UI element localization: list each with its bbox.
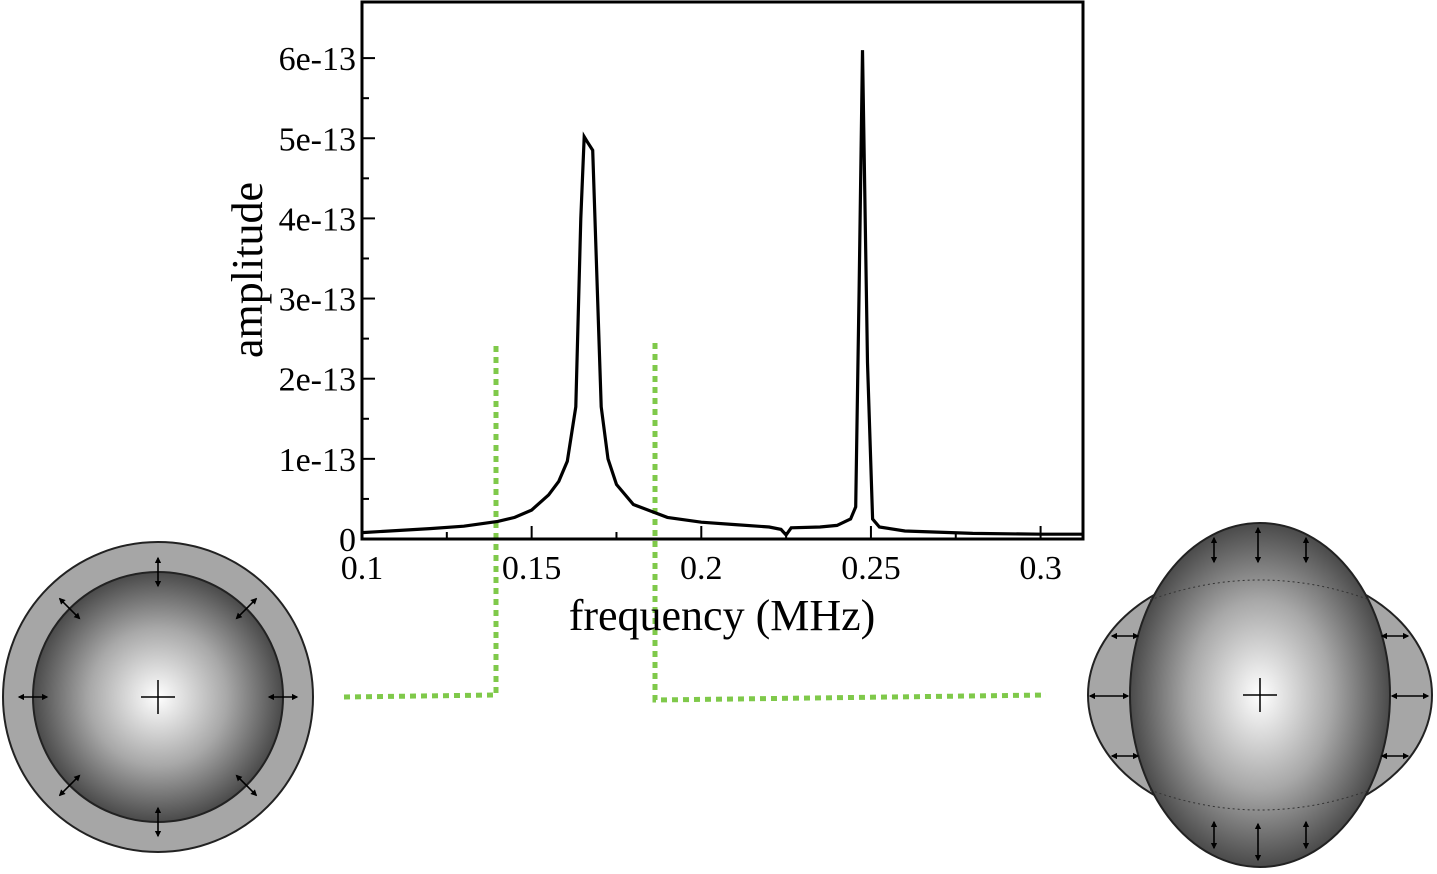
deformation-arrows	[1088, 526, 1430, 862]
double-arrow-icon	[58, 597, 81, 620]
plot-frame	[360, 0, 1085, 541]
y-tick-label: 0	[339, 522, 356, 559]
y-axis-ticks: 0 1e-13 2e-13 3e-13 4e-13 5e-13 6e-13	[279, 41, 375, 559]
y-tick-label: 3e-13	[279, 282, 356, 319]
x-tick-label: 0.1	[341, 550, 384, 587]
x-axis-title: frequency (MHz)	[569, 591, 876, 640]
y-tick-label: 6e-13	[279, 41, 356, 78]
connector-right-mode	[652, 343, 1047, 703]
double-arrow-icon	[235, 597, 258, 620]
series-line	[361, 50, 1083, 538]
double-arrow-icon	[58, 774, 81, 797]
spherical-breathing-mode-icon	[2, 541, 314, 853]
center-cross-icon	[141, 680, 175, 714]
double-arrow-icon	[235, 774, 258, 797]
intersection-lines	[1149, 579, 1371, 811]
x-tick-label: 0.25	[841, 550, 901, 587]
center-cross-icon	[1243, 678, 1277, 712]
series-layer	[361, 50, 1083, 538]
y-tick-label: 5e-13	[279, 121, 356, 158]
y-axis-title: amplitude	[223, 182, 272, 358]
y-tick-label: 2e-13	[279, 362, 356, 399]
y-tick-label: 1e-13	[279, 442, 356, 479]
x-tick-label: 0.15	[502, 550, 562, 587]
radial-arrows	[17, 556, 299, 838]
y-tick-label: 4e-13	[279, 201, 356, 238]
x-axis-ticks: 0.1 0.15 0.2 0.25 0.3	[341, 526, 1062, 587]
connector-left-mode	[343, 343, 499, 700]
quadrupole-shape-mode-icon	[1087, 522, 1433, 868]
mode-connectors	[343, 343, 1047, 703]
x-tick-label: 0.2	[680, 550, 723, 587]
x-tick-label: 0.3	[1019, 550, 1062, 587]
